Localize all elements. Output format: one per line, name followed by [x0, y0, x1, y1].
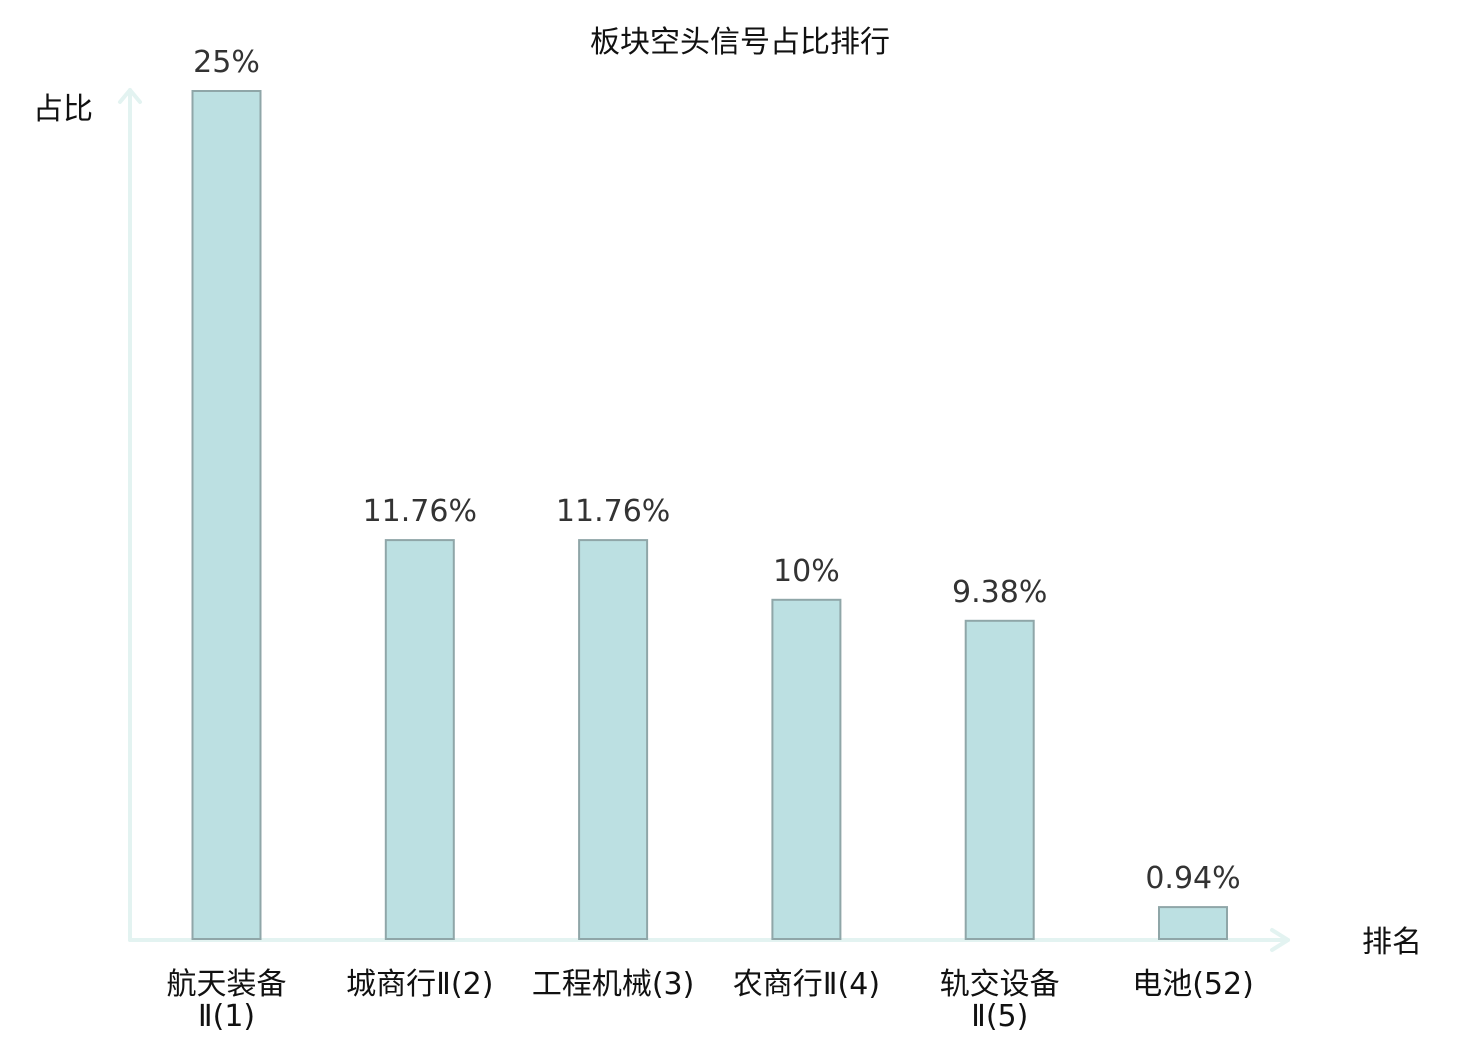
bar — [191, 90, 262, 940]
category-label: Ⅱ(5) — [971, 999, 1028, 1034]
category-label: Ⅱ(1) — [198, 999, 255, 1034]
bars-group — [191, 90, 1228, 940]
category-label: 电池(52) — [1132, 967, 1254, 1002]
bar — [384, 539, 455, 940]
x-axis-arrow-icon — [1270, 928, 1290, 952]
value-labels-group: 25% 11.76% 11.76% 10% 9.38% 0.94% — [193, 45, 1241, 896]
value-label: 25% — [193, 45, 260, 80]
chart-title: 板块空头信号占比排行 — [590, 25, 890, 60]
value-label: 11.76% — [556, 494, 670, 529]
value-label: 9.38% — [952, 575, 1047, 610]
value-label: 10% — [773, 554, 840, 589]
value-label: 0.94% — [1145, 861, 1240, 896]
category-label: 轨交设备 — [940, 967, 1060, 1002]
bar — [964, 619, 1035, 940]
bar — [578, 539, 649, 940]
bar — [1158, 906, 1228, 940]
x-axis-label: 排名 — [1362, 925, 1422, 960]
bar — [771, 598, 842, 940]
y-axis-arrow-icon — [118, 88, 142, 104]
category-label: 航天装备 — [167, 967, 287, 1002]
y-axis-label: 占比 — [33, 92, 93, 127]
category-label: 工程机械(3) — [532, 967, 695, 1002]
category-label: 城商行Ⅱ(2) — [346, 967, 493, 1002]
value-label: 11.76% — [363, 494, 477, 529]
category-label: 农商行Ⅱ(4) — [733, 967, 880, 1002]
